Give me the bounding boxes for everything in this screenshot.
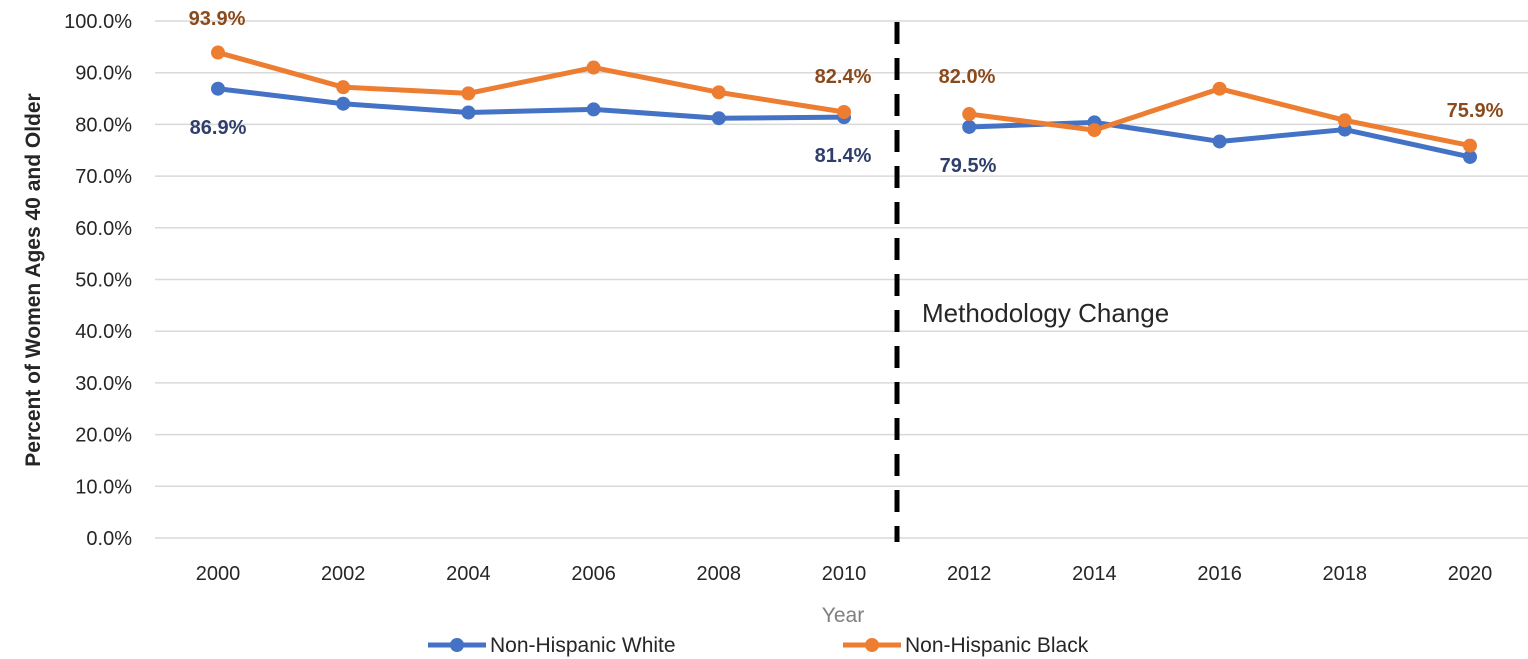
x-tick-label: 2014	[1072, 563, 1117, 585]
data-label: 82.0%	[939, 66, 996, 88]
x-tick-label: 2016	[1197, 563, 1242, 585]
y-axis-ticks: 0.0% 10.0% 20.0% 30.0% 40.0% 50.0% 60.0% 70.0% 8…	[64, 11, 132, 550]
data-label: 81.4%	[815, 145, 872, 167]
x-tick-label: 2020	[1448, 563, 1493, 585]
data-point	[336, 96, 351, 111]
y-tick-label: 100.0%	[64, 11, 132, 33]
data-label: 93.9%	[189, 8, 246, 30]
y-tick-label: 90.0%	[75, 63, 132, 85]
data-point	[711, 111, 726, 126]
y-tick-label: 30.0%	[75, 373, 132, 395]
data-point	[211, 81, 225, 96]
series-line	[215, 50, 847, 115]
legend: Non-Hispanic White Non-Hispanic Black	[428, 634, 1089, 657]
data-point	[461, 105, 476, 120]
data-point	[211, 45, 225, 60]
data-point	[1212, 134, 1227, 149]
y-tick-label: 50.0%	[75, 270, 132, 292]
x-tick-label: 2010	[822, 563, 867, 585]
data-label: 75.9%	[1447, 100, 1504, 122]
x-tick-label: 2000	[196, 563, 241, 585]
y-tick-label: 40.0%	[75, 321, 132, 343]
series-line	[215, 86, 847, 121]
data-point	[711, 85, 726, 100]
data-point	[837, 104, 851, 119]
x-tick-label: 2018	[1323, 563, 1368, 585]
legend-label: Non-Hispanic White	[490, 634, 676, 657]
legend-point-marker	[865, 638, 879, 652]
legend-item: Non-Hispanic Black	[843, 634, 1089, 657]
legend-point-marker	[450, 638, 464, 652]
data-labels: 86.9% 81.4% 79.5% 93.9% 82.4% 82.0% 75.9%	[189, 8, 1504, 177]
x-tick-label: 2006	[571, 563, 616, 585]
y-tick-label: 70.0%	[75, 166, 132, 188]
x-axis-title: Year	[822, 604, 864, 627]
data-point	[461, 86, 476, 101]
y-tick-label: 20.0%	[75, 425, 132, 447]
x-tick-label: 2008	[697, 563, 742, 585]
gridlines	[155, 20, 1528, 539]
y-tick-label: 80.0%	[75, 114, 132, 136]
data-point	[962, 119, 977, 134]
legend-label: Non-Hispanic Black	[905, 634, 1089, 657]
data-label: 79.5%	[940, 155, 997, 177]
x-axis-ticks: 2000 2002 2004 2006 2008 2010 2012 2014 2016 2018…	[196, 563, 1493, 585]
x-tick-label: 2002	[321, 563, 366, 585]
data-point	[1212, 81, 1227, 96]
y-tick-label: 60.0%	[75, 218, 132, 240]
data-point	[586, 60, 601, 75]
x-tick-label: 2012	[947, 563, 992, 585]
data-label: 82.4%	[815, 66, 872, 88]
data-point	[586, 102, 601, 117]
data-point	[962, 107, 977, 122]
data-point	[1463, 138, 1477, 153]
data-point	[1463, 149, 1477, 164]
series-group	[211, 45, 1477, 164]
data-point	[336, 80, 351, 95]
methodology-change-label: Methodology Change	[922, 298, 1169, 328]
y-tick-label: 0.0%	[86, 528, 132, 550]
legend-item: Non-Hispanic White	[428, 634, 676, 657]
data-point	[1087, 123, 1102, 138]
y-axis-title: Percent of Women Ages 40 and Older	[22, 93, 45, 466]
data-label: 86.9%	[190, 117, 247, 139]
data-point	[1337, 113, 1352, 128]
x-tick-label: 2004	[446, 563, 491, 585]
y-tick-label: 10.0%	[75, 476, 132, 498]
